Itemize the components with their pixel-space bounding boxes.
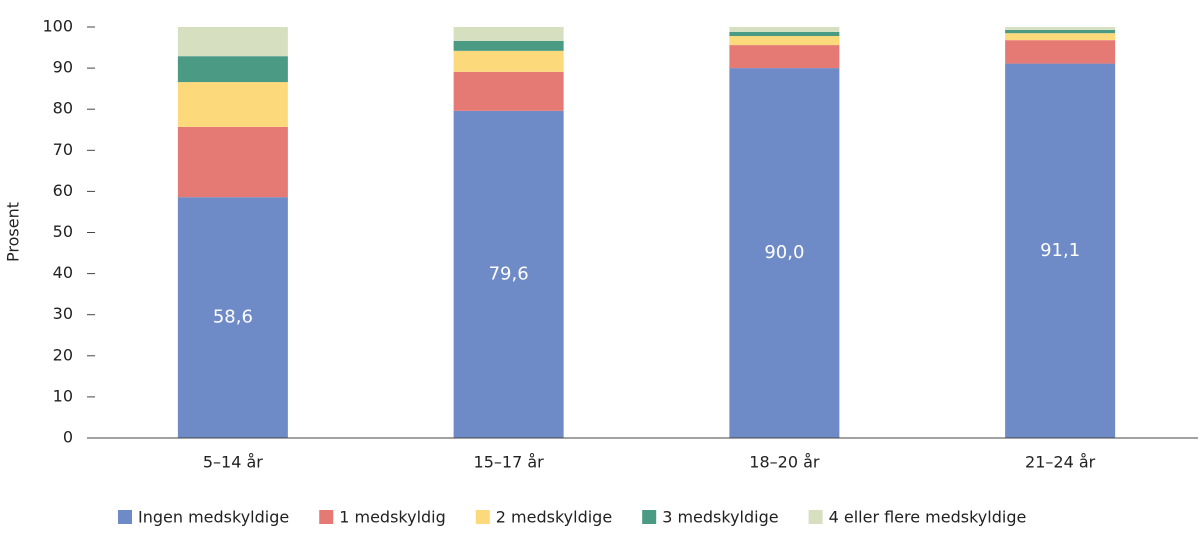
bar-segment <box>729 36 840 46</box>
x-tick-label: 18–20 år <box>749 453 820 472</box>
y-tick-label: 70 <box>53 140 73 159</box>
x-tick-label: 21–24 år <box>1025 453 1096 472</box>
y-tick-label: 30 <box>53 304 73 323</box>
legend-swatch <box>118 510 132 524</box>
bar-segment <box>1005 63 1116 438</box>
y-tick-label: 60 <box>53 181 73 200</box>
bar-segment <box>1005 27 1116 30</box>
bar-segment <box>453 110 564 439</box>
bar-segment <box>729 27 840 32</box>
y-tick-label: 90 <box>53 58 73 77</box>
legend-label: 1 medskyldig <box>339 508 446 527</box>
data-label: 90,0 <box>764 242 804 263</box>
y-tick-label: 50 <box>53 222 73 241</box>
bar-segment <box>177 82 288 127</box>
y-tick-label: 20 <box>53 345 73 364</box>
bar-segment <box>177 197 288 438</box>
bar-segment <box>1005 29 1116 34</box>
bar-segment <box>453 50 564 72</box>
y-tick-label: 0 <box>63 428 73 447</box>
bar-segment <box>729 31 840 37</box>
bar-segment <box>177 27 288 57</box>
bar-segment <box>729 68 840 438</box>
legend-label: 2 medskyldige <box>496 508 612 527</box>
data-label: 58,6 <box>213 307 253 328</box>
legend-label: Ingen medskyldige <box>138 508 289 527</box>
data-label: 79,6 <box>489 263 529 284</box>
bar-segment <box>453 71 564 111</box>
bar-segment <box>177 56 288 83</box>
bar-segment <box>453 27 564 41</box>
legend-swatch <box>475 510 490 524</box>
legend-swatch <box>642 510 657 524</box>
bar-segment <box>1005 33 1116 41</box>
legend-swatch <box>808 510 823 524</box>
x-tick-label: 5–14 år <box>203 453 263 472</box>
x-tick-label: 15–17 år <box>474 453 545 472</box>
bar-segment <box>729 45 840 69</box>
y-tick-label: 100 <box>42 17 73 36</box>
legend-label: 3 medskyldige <box>662 508 778 527</box>
bar-segment <box>1005 40 1116 64</box>
y-tick-label: 10 <box>53 386 73 405</box>
y-axis-label: Prosent <box>4 202 23 262</box>
y-tick-label: 40 <box>53 263 73 282</box>
legend-label: 4 eller flere medskyldige <box>829 508 1027 527</box>
y-tick-label: 80 <box>53 99 73 118</box>
data-label: 91,1 <box>1040 240 1080 261</box>
bar-segment <box>177 126 288 198</box>
bar-segment <box>453 40 564 51</box>
legend-swatch <box>319 510 334 524</box>
